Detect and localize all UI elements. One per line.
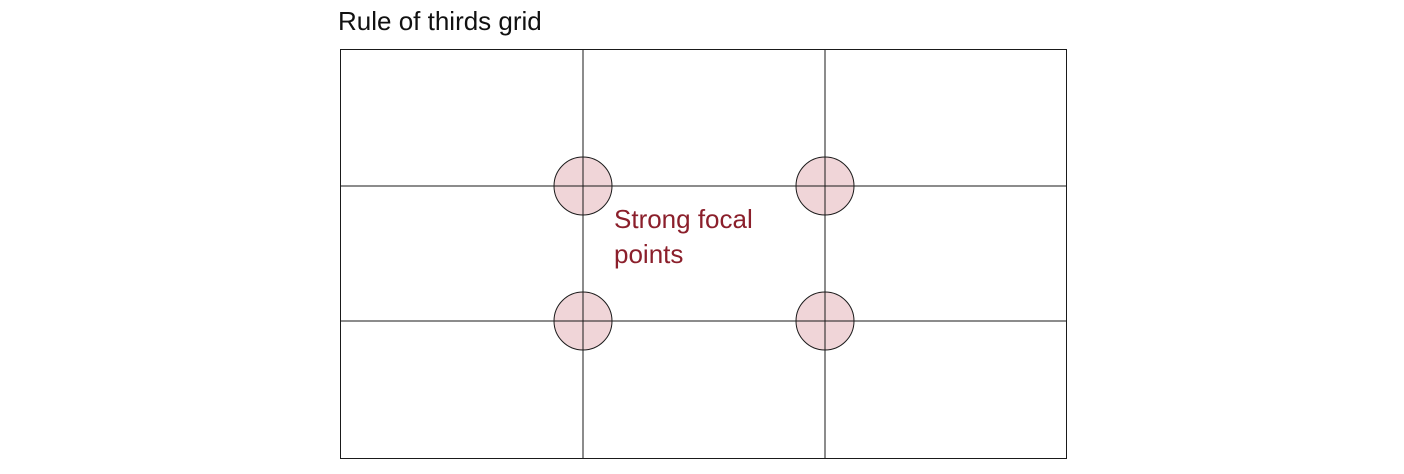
focal-label-line-1: Strong focal [614,204,753,234]
focal-points-label: Strong focal points [614,202,753,272]
diagram-title: Rule of thirds grid [338,6,542,36]
focal-crosshairs [554,157,854,350]
frame-border [340,49,1067,459]
focal-label-line-2: points [614,239,684,269]
